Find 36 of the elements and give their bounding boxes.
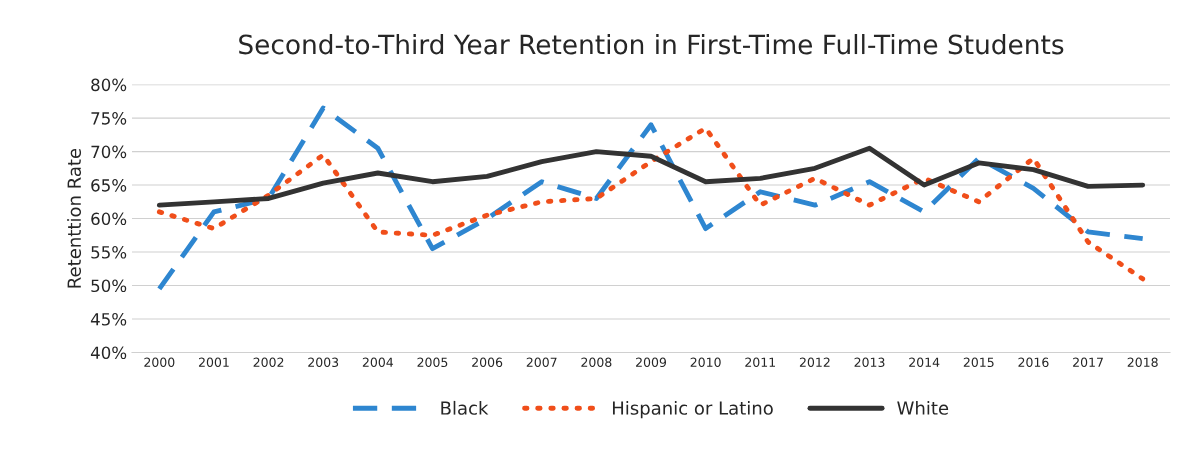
x-tick-label: 2017 <box>1073 357 1103 368</box>
line-series <box>156 105 1146 292</box>
y-tick-label: 60% <box>91 212 127 226</box>
y-tick-label: 55% <box>91 246 127 259</box>
x-tick-label: 2004 <box>362 357 394 368</box>
chart-title: Second-to-Third Year Retention in First-Time Full-Time Students <box>239 33 1064 55</box>
x-tick-label: 2018 <box>1127 357 1158 368</box>
line-series <box>156 145 1146 208</box>
x-tick-label: 2007 <box>526 357 557 368</box>
x-tick-label: 2001 <box>198 357 229 368</box>
legend-label: Hispanic or Latino <box>613 400 773 419</box>
x-tick-label: 2009 <box>636 357 667 368</box>
y-tick-label: 80% <box>91 78 127 92</box>
x-tick-label: 2010 <box>690 357 721 368</box>
y-tick-label: 75% <box>91 112 127 125</box>
x-tick-label: 2008 <box>581 357 612 368</box>
y-axis-title: Retenttion Rate <box>67 148 82 288</box>
y-tick-label: 40% <box>90 346 127 360</box>
y-tick-label: 65% <box>91 179 127 192</box>
x-tick-label: 2015 <box>963 357 994 368</box>
x-tick-label: 2000 <box>144 357 175 368</box>
line-series <box>156 125 1146 282</box>
x-tick-label: 2012 <box>799 357 830 368</box>
x-tick-label: 2006 <box>472 357 503 368</box>
legend-label: White <box>897 400 949 415</box>
x-tick-label: 2005 <box>417 357 448 368</box>
y-tick-label: 50% <box>91 279 127 293</box>
x-tick-label: 2011 <box>745 357 776 368</box>
x-tick-label: 2014 <box>909 357 940 368</box>
y-tick-label: 70% <box>91 145 127 159</box>
x-tick-label: 2013 <box>854 357 885 368</box>
legend-label: Black <box>441 400 489 415</box>
y-tick-label: 45% <box>90 312 127 326</box>
x-tick-label: 2002 <box>253 357 284 368</box>
x-tick-label: 2016 <box>1018 357 1049 368</box>
x-tick-label: 2003 <box>308 357 339 368</box>
